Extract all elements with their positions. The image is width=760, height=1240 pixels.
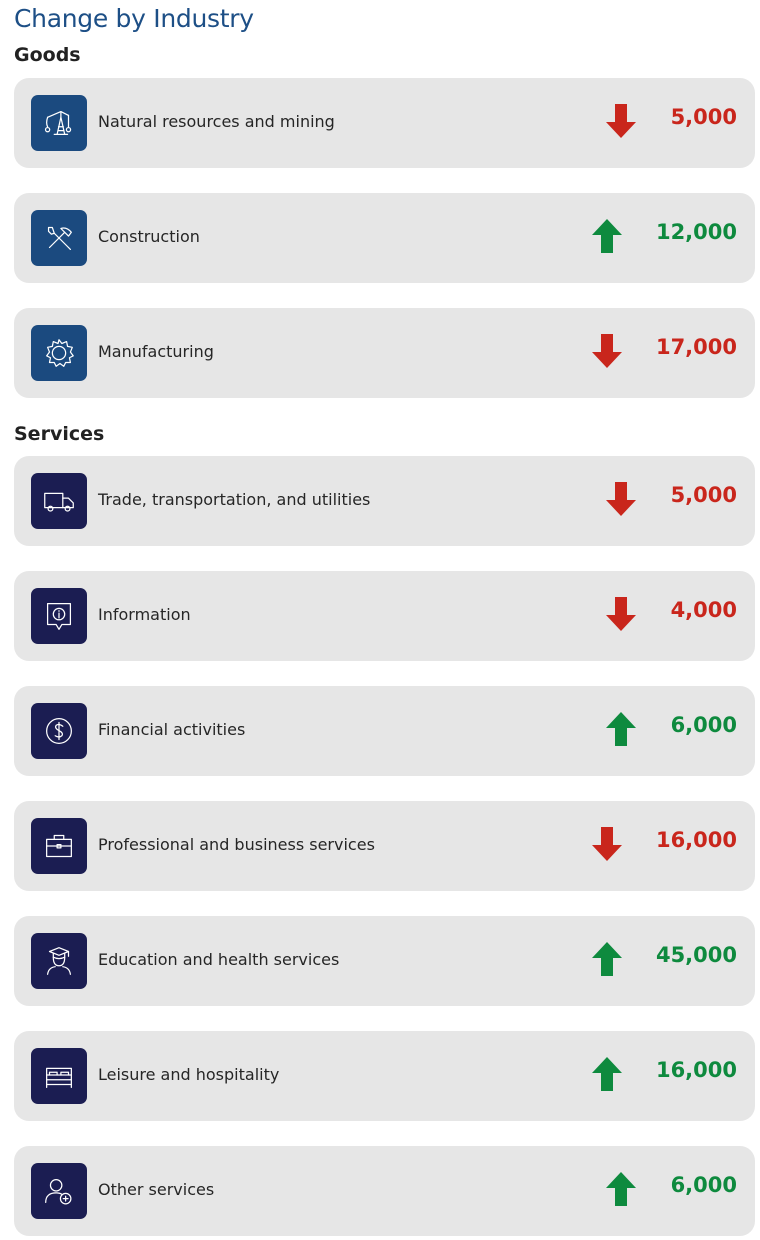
industry-row: Construction 12,000 <box>14 193 755 283</box>
industry-row: Natural resources and mining 5,000 <box>14 78 755 168</box>
change-value: 6,000 <box>670 1173 737 1197</box>
briefcase-icon <box>31 818 87 874</box>
tools-icon <box>31 210 87 266</box>
industry-row: Trade, transportation, and utilities 5,00… <box>14 456 755 546</box>
section-label-goods: Goods <box>14 44 81 66</box>
graduate-icon <box>31 933 87 989</box>
industry-label: Leisure and hospitality <box>98 1065 280 1084</box>
change-value: 45,000 <box>655 943 737 967</box>
industry-row: Information 4,000 <box>14 571 755 661</box>
section-label-services: Services <box>14 423 105 445</box>
industry-row: Other services 6,000 <box>14 1146 755 1236</box>
bed-icon <box>31 1048 87 1104</box>
change-value: 5,000 <box>670 483 737 507</box>
user-plus-icon <box>31 1163 87 1219</box>
change-value: 4,000 <box>670 598 737 622</box>
industry-label: Manufacturing <box>98 342 214 361</box>
industry-row: Education and health services 45,000 <box>14 916 755 1006</box>
industry-row: Financial activities 6,000 <box>14 686 755 776</box>
arrow-down-icon <box>591 825 623 863</box>
arrow-up-icon <box>605 1170 637 1208</box>
arrow-down-icon <box>591 332 623 370</box>
gear-icon <box>31 325 87 381</box>
industry-label: Information <box>98 605 191 624</box>
arrow-down-icon <box>605 595 637 633</box>
industry-row: Manufacturing 17,000 <box>14 308 755 398</box>
industry-row: Leisure and hospitality 16,000 <box>14 1031 755 1121</box>
change-value: 5,000 <box>670 105 737 129</box>
change-value: 16,000 <box>655 1058 737 1082</box>
change-value: 6,000 <box>670 713 737 737</box>
page-title: Change by Industry <box>14 4 254 33</box>
arrow-up-icon <box>591 1055 623 1093</box>
arrow-up-icon <box>591 217 623 255</box>
change-value: 12,000 <box>655 220 737 244</box>
info-icon <box>31 588 87 644</box>
change-value: 17,000 <box>655 335 737 359</box>
industry-label: Other services <box>98 1180 215 1199</box>
arrow-up-icon <box>605 710 637 748</box>
arrow-down-icon <box>605 480 637 518</box>
arrow-up-icon <box>591 940 623 978</box>
industry-label: Professional and business services <box>98 835 375 854</box>
truck-icon <box>31 473 87 529</box>
change-value: 16,000 <box>655 828 737 852</box>
arrow-down-icon <box>605 102 637 140</box>
industry-row: Professional and business services 16,000 <box>14 801 755 891</box>
industry-label: Natural resources and mining <box>98 112 335 131</box>
industry-label: Construction <box>98 227 200 246</box>
industry-label: Education and health services <box>98 950 340 969</box>
industry-label: Financial activities <box>98 720 246 739</box>
dollar-icon <box>31 703 87 759</box>
oil-pump-icon <box>31 95 87 151</box>
industry-label: Trade, transportation, and utilities <box>98 490 371 509</box>
